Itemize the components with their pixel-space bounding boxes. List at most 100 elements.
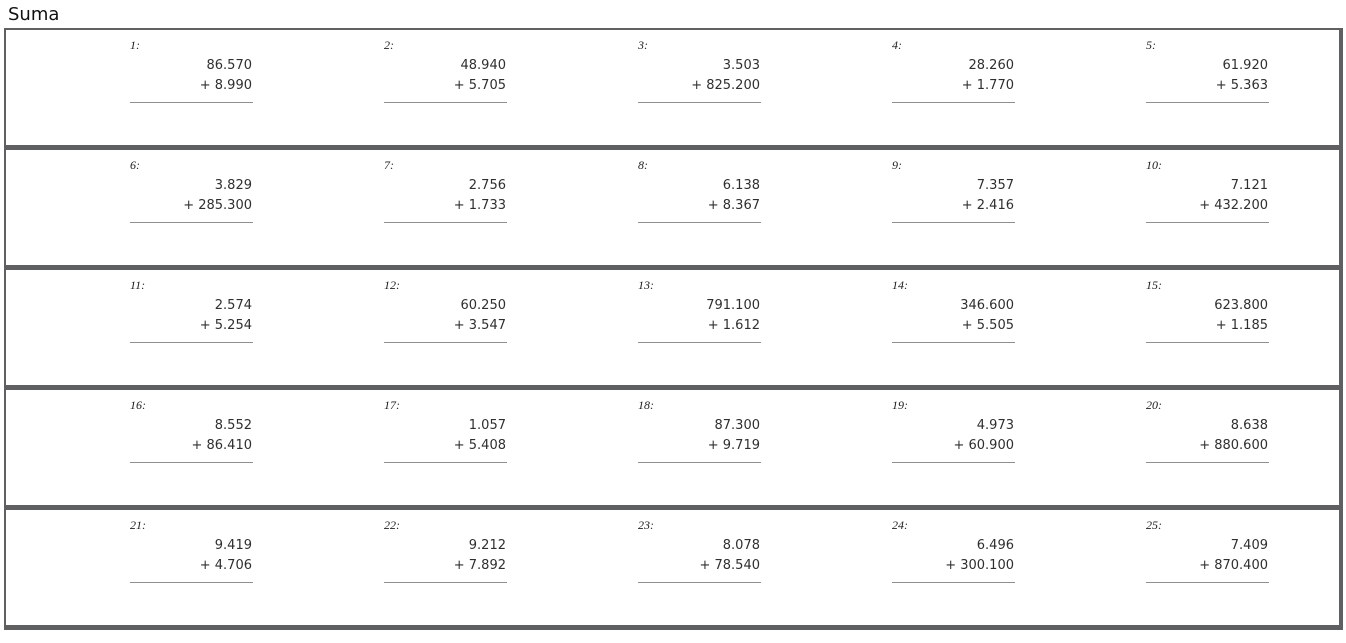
- problem-cell: 10: 7.121 + 432.200: [1022, 150, 1276, 265]
- worksheet-row: 21: 9.419 + 4.706 22: 9.212 + 7.892 23: …: [6, 510, 1339, 630]
- addend-bottom: + 285.300: [183, 198, 252, 213]
- problem-cell: 9: 7.357 + 2.416: [768, 150, 1022, 265]
- addend-bottom: + 86.410: [191, 438, 252, 453]
- problem-cell: 8: 6.138 + 8.367: [514, 150, 768, 265]
- addend-bottom: + 8.990: [199, 78, 252, 93]
- addition-problem: 12: 60.250 + 3.547: [384, 278, 507, 343]
- addend-top: 61.920: [1222, 58, 1269, 73]
- addition-problem: 17: 1.057 + 5.408: [384, 398, 507, 463]
- answer-line: [130, 462, 253, 463]
- addend-bottom: + 5.705: [453, 78, 506, 93]
- answer-line: [638, 222, 761, 223]
- addend-top: 7.357: [976, 178, 1014, 193]
- answer-line: [638, 582, 761, 583]
- problem-number-label: 6:: [130, 158, 140, 172]
- addend-bottom: + 60.900: [953, 438, 1014, 453]
- addition-problem: 16: 8.552 + 86.410: [130, 398, 253, 463]
- problem-cell: 15: 623.800 + 1.185: [1022, 270, 1276, 385]
- addend-bottom: + 1.612: [707, 318, 760, 333]
- answer-line: [638, 462, 761, 463]
- addition-problem: 21: 9.419 + 4.706: [130, 518, 253, 583]
- addition-problem: 23: 8.078 + 78.540: [638, 518, 761, 583]
- answer-line: [384, 102, 507, 103]
- problem-cell: 21: 9.419 + 4.706: [6, 510, 260, 625]
- addition-problem: 6: 3.829 + 285.300: [130, 158, 253, 223]
- addend-top: 3.829: [214, 178, 252, 193]
- answer-line: [638, 342, 761, 343]
- addition-problem: 5: 61.920 + 5.363: [1146, 38, 1269, 103]
- problem-cell: 12: 60.250 + 3.547: [260, 270, 514, 385]
- addend-top: 8.552: [214, 418, 252, 433]
- answer-line: [892, 342, 1015, 343]
- problem-number-label: 19:: [892, 398, 908, 412]
- addend-top: 2.574: [214, 298, 252, 313]
- page-title: Suma: [8, 4, 60, 25]
- answer-line: [638, 102, 761, 103]
- addend-top: 87.300: [714, 418, 761, 433]
- addition-problem: 3: 3.503 + 825.200: [638, 38, 761, 103]
- problem-number-label: 24:: [892, 518, 908, 532]
- problem-number-label: 21:: [130, 518, 146, 532]
- addend-top: 60.250: [460, 298, 507, 313]
- problem-cell: 22: 9.212 + 7.892: [260, 510, 514, 625]
- addend-bottom: + 1.185: [1215, 318, 1268, 333]
- addition-problem: 8: 6.138 + 8.367: [638, 158, 761, 223]
- addend-bottom: + 7.892: [453, 558, 506, 573]
- addend-top: 3.503: [722, 58, 760, 73]
- addend-top: 791.100: [706, 298, 760, 313]
- problem-cell: 16: 8.552 + 86.410: [6, 390, 260, 505]
- problem-cell: 13: 791.100 + 1.612: [514, 270, 768, 385]
- worksheet-row: 1: 86.570 + 8.990 2: 48.940 + 5.705 3: 3…: [6, 30, 1339, 150]
- problem-number-label: 20:: [1146, 398, 1162, 412]
- addition-problem: 7: 2.756 + 1.733: [384, 158, 507, 223]
- problem-number-label: 9:: [892, 158, 902, 172]
- problem-number-label: 1:: [130, 38, 140, 52]
- addend-bottom: + 432.200: [1199, 198, 1268, 213]
- addition-problem: 19: 4.973 + 60.900: [892, 398, 1015, 463]
- addend-bottom: + 1.733: [453, 198, 506, 213]
- answer-line: [1146, 102, 1269, 103]
- addition-problem: 18: 87.300 + 9.719: [638, 398, 761, 463]
- addend-top: 1.057: [468, 418, 506, 433]
- addition-problem: 13: 791.100 + 1.612: [638, 278, 761, 343]
- problem-number-label: 3:: [638, 38, 648, 52]
- addend-top: 346.600: [960, 298, 1014, 313]
- answer-line: [892, 102, 1015, 103]
- problem-number-label: 8:: [638, 158, 648, 172]
- problem-number-label: 5:: [1146, 38, 1156, 52]
- answer-line: [1146, 342, 1269, 343]
- answer-line: [384, 462, 507, 463]
- addend-bottom: + 2.416: [961, 198, 1014, 213]
- addend-top: 86.570: [206, 58, 253, 73]
- worksheet-row: 16: 8.552 + 86.410 17: 1.057 + 5.408 18:…: [6, 390, 1339, 510]
- problem-cell: 3: 3.503 + 825.200: [514, 30, 768, 145]
- problem-number-label: 13:: [638, 278, 654, 292]
- addend-bottom: + 300.100: [945, 558, 1014, 573]
- problem-number-label: 22:: [384, 518, 400, 532]
- addend-top: 8.078: [722, 538, 760, 553]
- addition-problem: 24: 6.496 + 300.100: [892, 518, 1015, 583]
- problem-number-label: 23:: [638, 518, 654, 532]
- answer-line: [130, 342, 253, 343]
- addend-top: 7.409: [1230, 538, 1268, 553]
- problem-cell: 2: 48.940 + 5.705: [260, 30, 514, 145]
- addend-top: 9.419: [214, 538, 252, 553]
- addend-top: 623.800: [1214, 298, 1268, 313]
- problem-cell: 20: 8.638 + 880.600: [1022, 390, 1276, 505]
- addend-top: 2.756: [468, 178, 506, 193]
- problem-cell: 18: 87.300 + 9.719: [514, 390, 768, 505]
- addend-bottom: + 8.367: [707, 198, 760, 213]
- problem-number-label: 4:: [892, 38, 902, 52]
- problem-cell: 25: 7.409 + 870.400: [1022, 510, 1276, 625]
- problem-number-label: 7:: [384, 158, 394, 172]
- addend-bottom: + 870.400: [1199, 558, 1268, 573]
- addend-bottom: + 5.408: [453, 438, 506, 453]
- addition-problem: 15: 623.800 + 1.185: [1146, 278, 1269, 343]
- problem-cell: 19: 4.973 + 60.900: [768, 390, 1022, 505]
- addition-problem: 25: 7.409 + 870.400: [1146, 518, 1269, 583]
- addend-bottom: + 5.505: [961, 318, 1014, 333]
- addend-top: 48.940: [460, 58, 507, 73]
- problem-number-label: 11:: [130, 278, 146, 292]
- answer-line: [130, 102, 253, 103]
- problem-cell: 7: 2.756 + 1.733: [260, 150, 514, 265]
